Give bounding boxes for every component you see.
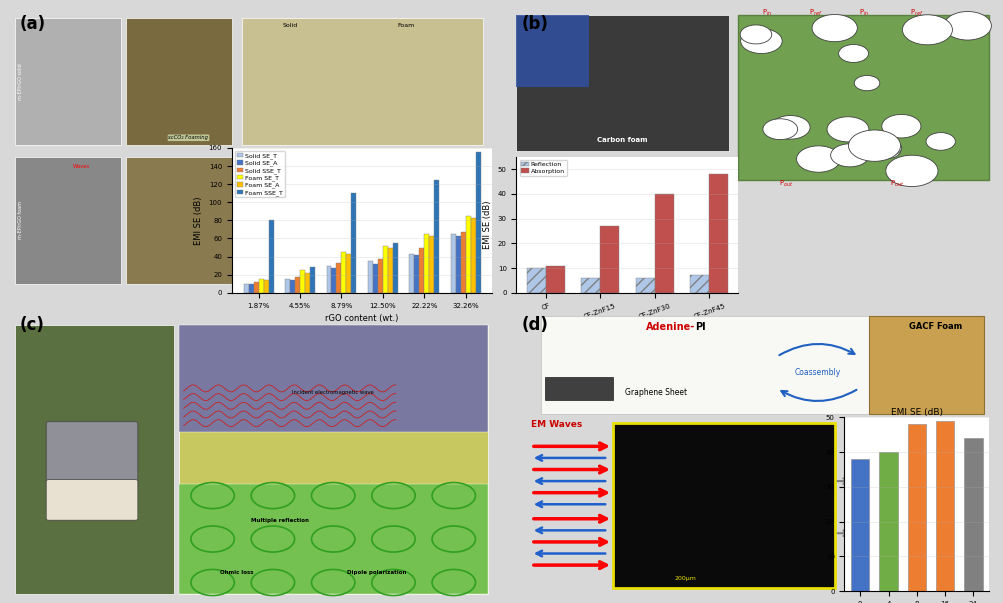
Text: Carbon foam: Carbon foam — [597, 137, 647, 143]
FancyBboxPatch shape — [179, 324, 487, 594]
Circle shape — [739, 25, 771, 44]
Text: Coassembly: Coassembly — [794, 368, 841, 377]
Circle shape — [902, 15, 952, 45]
FancyBboxPatch shape — [516, 14, 728, 151]
Text: GACF Foam: GACF Foam — [909, 322, 962, 331]
Circle shape — [881, 115, 920, 138]
Text: m-EP/rGO solid: m-EP/rGO solid — [17, 63, 22, 99]
Circle shape — [872, 142, 900, 159]
Text: scCO₂ Foaming: scCO₂ Foaming — [169, 135, 209, 140]
FancyBboxPatch shape — [15, 17, 120, 145]
FancyBboxPatch shape — [545, 377, 612, 400]
Text: P$_{in}$: P$_{in}$ — [858, 8, 868, 18]
Text: (b): (b) — [521, 14, 548, 33]
FancyBboxPatch shape — [15, 157, 120, 284]
Circle shape — [762, 119, 796, 140]
Text: P$_{in}$: P$_{in}$ — [761, 8, 771, 18]
Circle shape — [826, 117, 868, 142]
Circle shape — [943, 11, 990, 40]
Text: Adenine-: Adenine- — [645, 322, 694, 332]
Circle shape — [838, 45, 868, 63]
Circle shape — [770, 116, 809, 139]
Text: P$_{out}$: P$_{out}$ — [778, 178, 793, 189]
Text: 200μm: 200μm — [674, 576, 695, 581]
FancyBboxPatch shape — [737, 14, 988, 180]
Text: (c): (c) — [20, 316, 44, 334]
Text: P$_{out}$: P$_{out}$ — [890, 178, 904, 189]
FancyBboxPatch shape — [516, 14, 588, 87]
FancyBboxPatch shape — [46, 479, 137, 520]
Text: Foam: Foam — [396, 24, 414, 28]
Text: Incident electromagnetic wave: Incident electromagnetic wave — [292, 390, 374, 395]
Text: Graphene Sheet: Graphene Sheet — [625, 388, 687, 397]
Circle shape — [829, 144, 869, 167]
Text: P$_{ref}$: P$_{ref}$ — [909, 8, 923, 18]
Text: PI: PI — [694, 322, 705, 332]
FancyBboxPatch shape — [125, 17, 232, 145]
Circle shape — [885, 155, 937, 186]
Circle shape — [811, 14, 857, 42]
FancyBboxPatch shape — [242, 17, 482, 145]
FancyBboxPatch shape — [125, 157, 232, 284]
Circle shape — [740, 28, 781, 54]
Text: Dipole polarization: Dipole polarization — [347, 570, 406, 575]
FancyBboxPatch shape — [46, 421, 137, 488]
Text: (a): (a) — [20, 14, 46, 33]
Circle shape — [795, 146, 840, 172]
FancyBboxPatch shape — [868, 316, 983, 414]
FancyBboxPatch shape — [179, 324, 487, 432]
Text: Multiple reflection: Multiple reflection — [251, 517, 309, 523]
Circle shape — [848, 130, 900, 162]
Text: EM Waves: EM Waves — [531, 420, 582, 429]
Circle shape — [854, 75, 879, 90]
FancyBboxPatch shape — [15, 324, 174, 594]
Circle shape — [925, 133, 955, 150]
Text: Ohmic loss: Ohmic loss — [220, 570, 253, 575]
Text: (d): (d) — [521, 316, 548, 334]
Circle shape — [875, 140, 901, 156]
FancyBboxPatch shape — [612, 423, 833, 589]
Text: Solid: Solid — [282, 24, 297, 28]
FancyBboxPatch shape — [540, 316, 983, 414]
Text: P$_{ref}$: P$_{ref}$ — [807, 8, 821, 18]
FancyBboxPatch shape — [179, 484, 487, 594]
Text: Waves: Waves — [72, 164, 90, 169]
Text: m-EP/rGO foam: m-EP/rGO foam — [17, 201, 22, 239]
